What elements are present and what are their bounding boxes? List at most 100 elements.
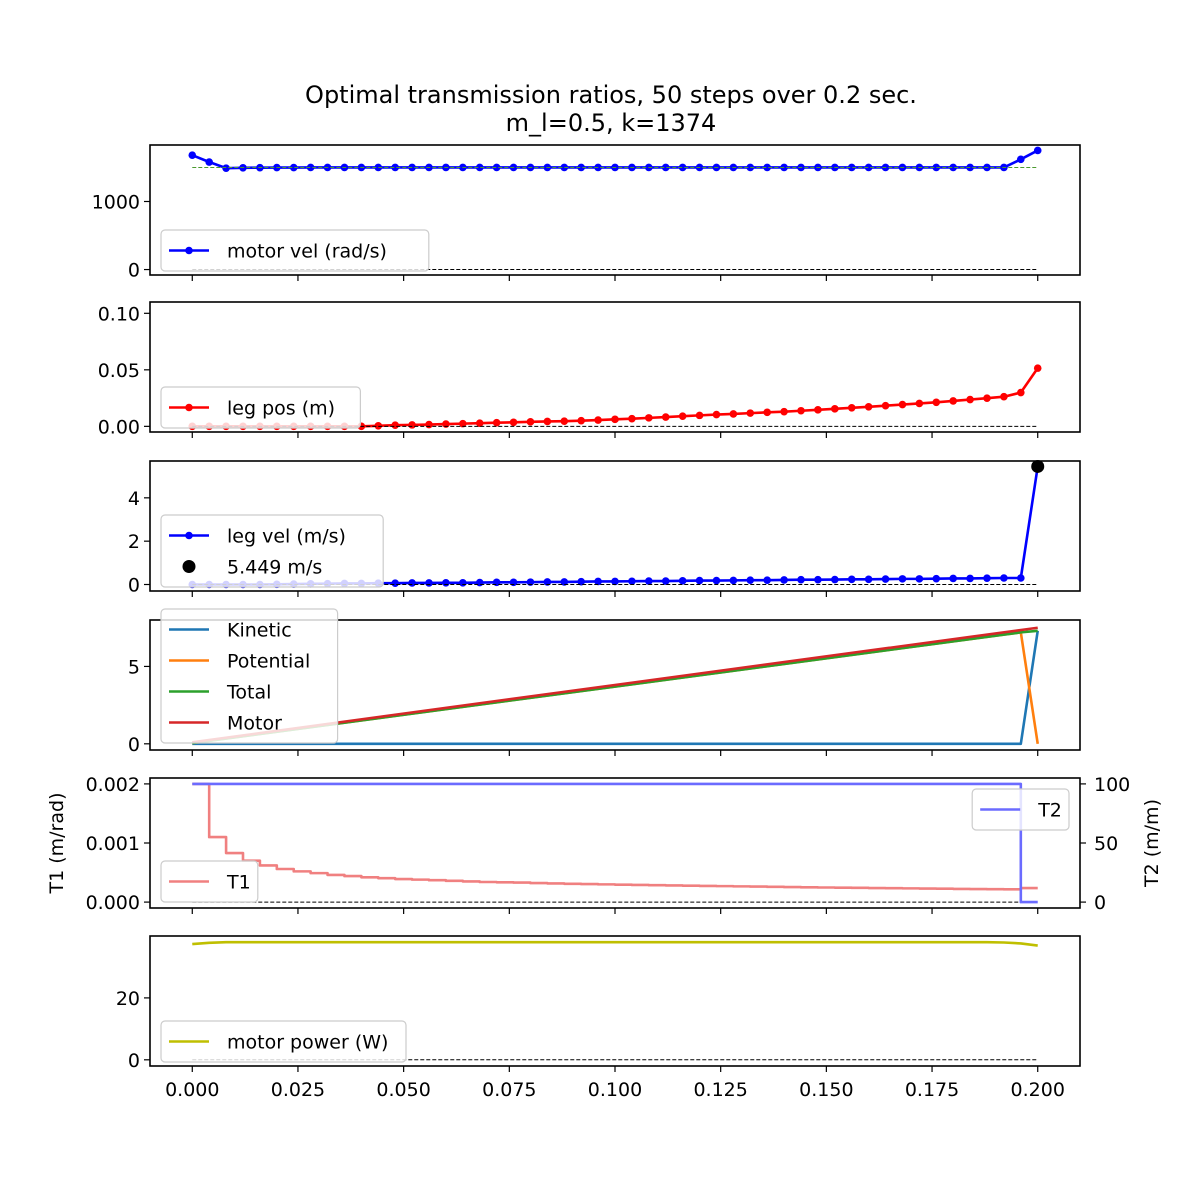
subplot-leg-velocity: 0 2 4 leg vel (m/s) 5.449 m/s: [128, 459, 1081, 597]
leg-position-y-tick-label: 0.10: [98, 303, 140, 325]
leg-position-series-0-point: [678, 412, 687, 420]
leg-position-series-0-point: [594, 416, 602, 424]
leg-position-series-0-point: [983, 394, 991, 403]
transmission-y2-tick-label: 100: [1094, 774, 1130, 796]
leg-velocity-series-1-marker: [1031, 459, 1045, 473]
leg-position-legend-entry-label: leg pos (m): [227, 398, 335, 420]
transmission-y-axis-label: T1 (m/rad): [46, 793, 68, 895]
leg-velocity-series-0-point: [560, 578, 569, 586]
leg-velocity-series-0-point: [628, 577, 636, 586]
x-tick-label: 0.125: [693, 1079, 747, 1101]
energy-legend-entry-label: Motor: [227, 713, 282, 735]
leg-velocity-series-0-point: [780, 576, 788, 584]
leg-position-series-0-point: [864, 402, 873, 411]
leg-velocity-series-0-point: [695, 576, 704, 585]
x-tick-label: 0.025: [271, 1079, 325, 1101]
leg-velocity-legend-point-swatch: [185, 531, 193, 540]
leg-velocity-series-0-point: [966, 574, 974, 583]
motor-velocity-legend-point-swatch: [185, 246, 193, 255]
x-tick-label: 0.200: [1011, 1079, 1065, 1101]
motor-velocity-legend: motor vel (rad/s): [160, 229, 430, 272]
leg-position-y-tick-label: 0.05: [98, 360, 140, 382]
leg-position-legend: leg pos (m): [160, 386, 361, 429]
motor-velocity-legend-frame: [160, 229, 430, 272]
leg-velocity-series-0-point: [661, 577, 670, 585]
leg-velocity-series-0-point: [611, 577, 619, 586]
leg-position-series-0-point: [1000, 392, 1008, 401]
leg-velocity-series-0-point: [814, 575, 822, 584]
subplot-leg-position: 0.00 0.05 0.10 leg pos (m): [98, 301, 1081, 438]
motor-power-series-0-line: [192, 940, 1038, 947]
subplots: 0 100 0 motor vel (rad/s) 0.00 0.05 0.10 leg po…: [46, 144, 1163, 1101]
leg-velocity-series-0-point: [577, 577, 585, 586]
transmission-y2-tick-label: 50: [1094, 833, 1118, 855]
leg-position-series-0-point: [475, 419, 484, 427]
x-tick-label: 0.175: [905, 1079, 959, 1101]
leg-position-series-0-point: [509, 418, 518, 427]
energy-legend-frame: [160, 608, 339, 744]
motor-power-legend: motor power (W): [160, 1020, 407, 1063]
energy-y-tick-label: 5: [128, 656, 140, 678]
leg-velocity-legend-marker-swatch: [182, 560, 196, 573]
motor-power-y-tick-label: 0: [128, 1050, 140, 1072]
transmission-legend-frame: [160, 860, 259, 903]
transmission-secondary-series-0-line: [192, 782, 1038, 904]
leg-position-series-0-point: [611, 415, 619, 424]
leg-velocity-series-0-point: [594, 577, 602, 586]
motor-velocity-series-0-point: [475, 163, 484, 172]
leg-position-series-0-point: [645, 414, 653, 422]
transmission-y2-axis-label: T2 (m/m): [1141, 799, 1163, 888]
leg-position-series-0-point: [746, 409, 755, 417]
motor-velocity-series-0-point: [678, 163, 687, 172]
motor-velocity-legend-entry-label: motor vel (rad/s): [227, 241, 387, 263]
leg-position-series-0-point: [560, 417, 569, 425]
leg-velocity-series-0-point: [797, 575, 805, 584]
x-tick-label: 0.050: [376, 1079, 430, 1101]
leg-position-series-0-point: [628, 414, 636, 423]
leg-position-series-0-point: [374, 421, 383, 430]
energy-y-tick-label: 0: [128, 734, 140, 756]
leg-position-series-0-point: [391, 421, 399, 430]
leg-velocity-series-0-point: [729, 576, 738, 585]
leg-position-series-0-point: [1017, 388, 1025, 397]
x-tick-label: 0.000: [165, 1079, 219, 1101]
transmission-y2-tick-label: 0: [1094, 892, 1106, 914]
motor-velocity-series-0-point: [306, 163, 315, 172]
leg-position-y-tick-label: 0.00: [98, 416, 140, 438]
leg-velocity-series-0-point: [543, 578, 552, 586]
motor-velocity-series-0-point: [949, 163, 957, 172]
motor-power-legend-frame: [160, 1020, 407, 1063]
leg-velocity-legend: leg vel (m/s) 5.449 m/s: [160, 514, 384, 588]
leg-velocity-series-0-point: [898, 575, 907, 583]
x-tick-label: 0.075: [482, 1079, 536, 1101]
leg-position-series-0-point: [898, 400, 907, 409]
leg-velocity-series-0-point: [864, 575, 873, 584]
leg-velocity-legend-entry-label: 5.449 m/s: [227, 557, 322, 579]
energy-legend: Kinetic Potential Total Motor: [160, 608, 339, 744]
leg-velocity-series-0-point: [983, 574, 991, 583]
leg-position-series-0-point: [814, 406, 822, 414]
subplot-motor-power: 0.000 0.025 0.050 0.075 0.100 0.125 0.150 0.175…: [116, 935, 1081, 1101]
motor-velocity-series-0-point: [222, 164, 230, 172]
transmission-y-tick-label: 0.001: [86, 833, 140, 855]
motor-velocity-series-0-point: [661, 163, 670, 172]
leg-velocity-series-0-point: [391, 579, 399, 587]
motor-velocity-series-0-point: [763, 163, 771, 172]
transmission-secondary-legend-frame: [971, 788, 1070, 831]
leg-position-series-0-point: [492, 418, 501, 427]
transmission-y-tick-label: 0.000: [86, 892, 140, 914]
leg-velocity-y-tick-label: 2: [128, 531, 140, 553]
subplot-transmission: 0.000 0.001 0.002 T1 (m/rad) 0 50 100 T2 (m/m) T…: [46, 774, 1163, 914]
motor-velocity-series-0-point: [577, 163, 585, 172]
leg-position-legend-frame: [160, 386, 361, 429]
motor-velocity-series-0-point: [289, 163, 298, 172]
transmission-secondary-legend: T2: [971, 788, 1070, 831]
energy-series-0-line: [192, 630, 1040, 746]
leg-position-series-0-point: [526, 418, 535, 426]
x-tick-label: 0.150: [799, 1079, 853, 1101]
leg-velocity-series-0-point: [1000, 574, 1008, 582]
transmission-y-tick-label: 0.002: [86, 774, 140, 796]
leg-position-series-0-point: [577, 416, 585, 425]
transmission-legend: T1: [160, 860, 259, 903]
